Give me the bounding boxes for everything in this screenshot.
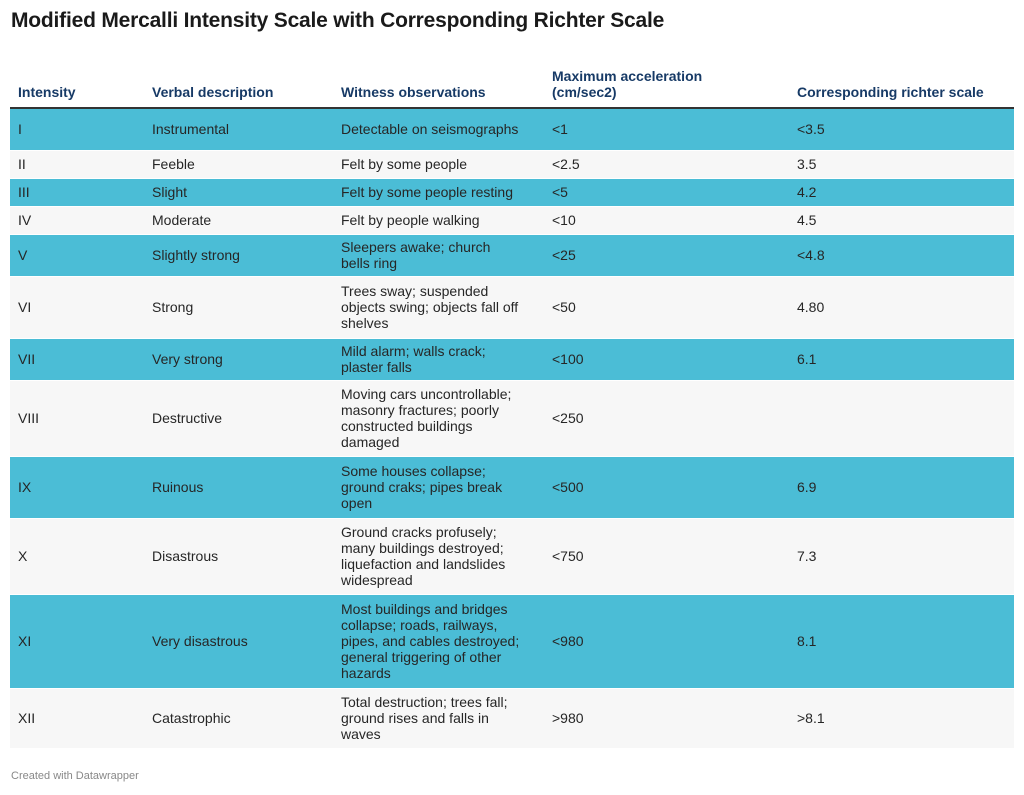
cell-maximum-acceleration: <1 [544,108,789,151]
table-row: III Slight Felt by some people resting <5 4.… [10,178,1014,207]
table-row: VI Strong Trees sway; suspended objects sw… [10,276,1014,339]
cell-richter-scale: <3.5 [789,108,1014,151]
cell-witness-observations: Felt by some people [333,150,544,179]
table-row: VIII Destructive Moving cars uncontrollabl… [10,380,1014,457]
cell-witness-observations: Mild alarm; walls crack; plaster falls [333,338,544,381]
cell-witness-observations: Felt by some people resting [333,178,544,207]
cell-witness-observations: Most buildings and bridges collapse; roa… [333,594,544,689]
table-row: X Disastrous Ground cracks profusely; many… [10,518,1014,595]
cell-intensity: VII [10,338,144,381]
cell-intensity: V [10,234,144,277]
cell-witness-observations: Trees sway; suspended objects swing; obj… [333,276,544,339]
cell-witness-observations: Total destruction; trees fall; ground ri… [333,688,544,749]
table-row: I Instrumental Detectable on seismographs <… [10,108,1014,151]
cell-richter-scale: 4.5 [789,206,1014,235]
cell-witness-observations: Detectable on seismographs [333,108,544,151]
cell-maximum-acceleration: <980 [544,594,789,689]
cell-verbal-description: Strong [144,276,333,339]
table-row: V Slightly strong Sleepers awake; church b… [10,234,1014,277]
cell-richter-scale: <4.8 [789,234,1014,277]
cell-richter-scale: 8.1 [789,594,1014,689]
header-corresponding-richter-scale: Corresponding richter scale [789,60,1014,109]
cell-witness-observations: Felt by people walking [333,206,544,235]
cell-intensity: VI [10,276,144,339]
cell-richter-scale [789,380,1014,457]
cell-witness-observations: Sleepers awake; church bells ring [333,234,544,277]
cell-verbal-description: Catastrophic [144,688,333,749]
cell-verbal-description: Very strong [144,338,333,381]
cell-intensity: X [10,518,144,595]
cell-verbal-description: Disastrous [144,518,333,595]
table-row: IX Ruinous Some houses collapse; ground cr… [10,456,1014,519]
cell-verbal-description: Instrumental [144,108,333,151]
cell-richter-scale: 4.80 [789,276,1014,339]
cell-witness-observations: Ground cracks profusely; many buildings … [333,518,544,595]
cell-maximum-acceleration: <10 [544,206,789,235]
cell-maximum-acceleration: <250 [544,380,789,457]
cell-intensity: VIII [10,380,144,457]
footer-credit: Created with Datawrapper [11,770,139,782]
cell-maximum-acceleration: >980 [544,688,789,749]
cell-verbal-description: Very disastrous [144,594,333,689]
cell-richter-scale: 6.9 [789,456,1014,519]
cell-verbal-description: Slight [144,178,333,207]
page-title: Modified Mercalli Intensity Scale with C… [11,9,665,32]
intensity-table: Intensity Verbal description Witness obs… [10,60,1014,749]
cell-richter-scale: >8.1 [789,688,1014,749]
cell-maximum-acceleration: <2.5 [544,150,789,179]
cell-maximum-acceleration: <750 [544,518,789,595]
table-row: II Feeble Felt by some people <2.5 3.5 [10,150,1014,179]
cell-verbal-description: Feeble [144,150,333,179]
cell-maximum-acceleration: <25 [544,234,789,277]
cell-witness-observations: Some houses collapse; ground craks; pipe… [333,456,544,519]
cell-richter-scale: 4.2 [789,178,1014,207]
table-header-row: Intensity Verbal description Witness obs… [10,60,1014,109]
table-row: XII Catastrophic Total destruction; trees … [10,688,1014,749]
cell-maximum-acceleration: <100 [544,338,789,381]
cell-maximum-acceleration: <50 [544,276,789,339]
cell-intensity: XI [10,594,144,689]
cell-verbal-description: Slightly strong [144,234,333,277]
cell-intensity: IX [10,456,144,519]
table-row: IV Moderate Felt by people walking <10 4.5 [10,206,1014,235]
cell-richter-scale: 6.1 [789,338,1014,381]
cell-richter-scale: 3.5 [789,150,1014,179]
cell-verbal-description: Destructive [144,380,333,457]
header-maximum-acceleration: Maximum acceleration (cm/sec2) [544,60,789,109]
header-verbal-description: Verbal description [144,60,333,109]
table-row: VII Very strong Mild alarm; walls crack; p… [10,338,1014,381]
cell-verbal-description: Ruinous [144,456,333,519]
cell-intensity: I [10,108,144,151]
header-intensity: Intensity [10,60,144,109]
cell-verbal-description: Moderate [144,206,333,235]
cell-maximum-acceleration: <5 [544,178,789,207]
cell-witness-observations: Moving cars uncontrollable; masonry frac… [333,380,544,457]
header-witness-observations: Witness observations [333,60,544,109]
cell-richter-scale: 7.3 [789,518,1014,595]
cell-intensity: II [10,150,144,179]
cell-intensity: IV [10,206,144,235]
cell-intensity: XII [10,688,144,749]
cell-maximum-acceleration: <500 [544,456,789,519]
table-row: XI Very disastrous Most buildings and brid… [10,594,1014,689]
table-body: I Instrumental Detectable on seismographs <… [10,108,1014,749]
cell-intensity: III [10,178,144,207]
